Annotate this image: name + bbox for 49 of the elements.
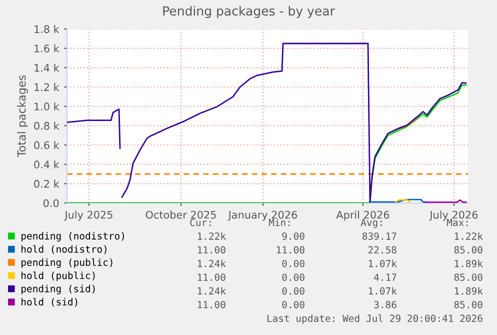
y-tick-label: 0.0 <box>43 199 59 208</box>
x-tick-label: July 2025 <box>64 210 112 221</box>
text: 1.24k <box>198 260 226 268</box>
text: 1.07k <box>368 287 397 295</box>
text: 1.89k <box>454 287 483 295</box>
text: 11.00 <box>198 246 226 254</box>
text: 11.00 <box>198 274 226 281</box>
text: 85.00 <box>454 300 482 308</box>
legend-label: pending (sid) <box>22 284 95 294</box>
text: Last update: Wed Jul 29 20:00:41 2026 <box>267 314 482 324</box>
text: Cur: <box>190 218 211 226</box>
y-tick-label: 1.6 k <box>34 44 60 52</box>
text: 9.00 <box>282 232 304 240</box>
text: 11.00 <box>198 300 226 308</box>
text: Avg: <box>360 218 382 228</box>
legend-label: pending (nodistro) <box>22 232 124 242</box>
text: Min: <box>268 218 290 226</box>
y-tick-label: 0.2 k <box>34 180 60 188</box>
y-tick-label: 0.8 k <box>34 122 60 130</box>
text: 0.00 <box>282 287 304 295</box>
text: 11.00 <box>276 246 304 254</box>
text: 85.00 <box>454 274 482 281</box>
text: 4.17 <box>374 274 396 281</box>
y-tick-label: 1.0 k <box>34 102 60 110</box>
text: 22.58 <box>368 246 396 254</box>
y-tick-label: 0.6 k <box>34 141 60 150</box>
chart-title: Pending packages - by year <box>163 6 335 18</box>
text: 1.24k <box>198 287 226 294</box>
text: 3.86 <box>374 300 396 308</box>
text: 1.07k <box>368 260 397 268</box>
legend-label: hold (nodistro) <box>22 245 106 254</box>
legend-label: pending (public) <box>22 258 112 268</box>
text: 1.89k <box>454 260 483 268</box>
legend-label: hold (public) <box>22 272 95 282</box>
text: 839.17 <box>362 232 396 240</box>
x-tick-label: October 2025 <box>146 210 216 219</box>
text: 1.22k <box>454 232 483 240</box>
text: Max: <box>446 218 468 226</box>
text: 0.00 <box>282 300 304 308</box>
text: 85.00 <box>454 246 482 254</box>
text: 0.00 <box>282 274 304 281</box>
y-tick-label: 0.4 k <box>34 160 60 168</box>
legend-label: hold (sid) <box>22 298 78 307</box>
y-tick-label: 1.2 k <box>34 83 60 91</box>
text: 0.00 <box>282 260 304 268</box>
text: 1.22k <box>198 232 226 240</box>
y-tick-label: 1.8 k <box>34 25 60 34</box>
y-tick-label: 1.4 k <box>34 64 60 72</box>
y-axis-title: Total packages <box>17 75 28 158</box>
